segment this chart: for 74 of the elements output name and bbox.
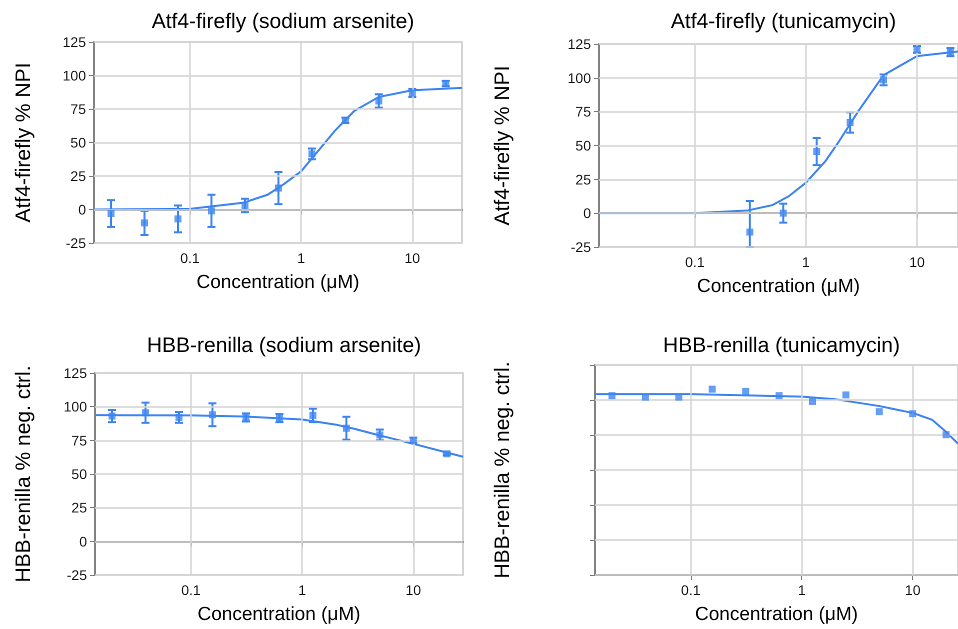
y-tick-label: -25 — [66, 567, 88, 583]
point — [174, 215, 182, 222]
point — [776, 392, 783, 400]
x-tick-label: 10 — [904, 582, 921, 598]
y-tick-label: 100 — [568, 70, 592, 86]
y-tick-label: -25 — [66, 235, 86, 251]
y-tick-label: 25 — [71, 500, 88, 516]
point — [746, 228, 754, 236]
x-axis-title: Concentration (μM) — [197, 604, 361, 625]
x-tick-label: 0.1 — [180, 250, 200, 266]
point — [175, 414, 182, 421]
y-tick-label: 100 — [64, 398, 88, 415]
chart-title: HBB-renilla (tunicamycin) — [663, 334, 900, 357]
point — [274, 184, 282, 192]
y-tick-label: 75 — [575, 104, 592, 120]
point — [608, 392, 616, 400]
x-tick-label: 10 — [404, 250, 420, 266]
y-tick-label: 0 — [583, 205, 592, 222]
chart-title: HBB-renilla (sodium arsenite) — [146, 334, 422, 357]
point — [809, 398, 816, 405]
y-axis-title: HBB-renilla % neg. ctrl. — [12, 365, 35, 583]
y-tick-label: -25 — [570, 239, 592, 255]
point — [880, 76, 888, 84]
y-axis-title: Atf4-firefly % NPI — [12, 62, 35, 222]
point — [208, 207, 215, 214]
point — [813, 148, 820, 156]
point — [308, 150, 316, 158]
point — [846, 118, 854, 126]
y-tick-label: 50 — [71, 466, 88, 482]
point — [909, 410, 916, 418]
y-tick-label: 125 — [568, 36, 592, 52]
y-tick-label: 50 — [70, 134, 86, 150]
y-tick-label: 75 — [71, 432, 88, 448]
y-tick-label: 125 — [64, 365, 88, 381]
x-tick-label: 1 — [798, 582, 806, 598]
x-axis-title: Concentration (μM) — [196, 272, 360, 293]
point — [876, 408, 883, 416]
point — [141, 219, 148, 226]
point — [376, 431, 384, 438]
point — [375, 97, 382, 104]
x-tick-label: 0.1 — [685, 254, 705, 270]
x-tick-label: 1 — [802, 254, 810, 270]
y-tick-label: 100 — [62, 68, 86, 84]
y-axis-title: HBB-renilla % neg. ctrl. — [491, 361, 514, 579]
x-tick-label: 10 — [406, 582, 422, 598]
y-tick-label: 0 — [79, 533, 88, 550]
chart-title: Atf4-firefly (sodium arsenite) — [152, 10, 414, 33]
point — [780, 210, 787, 217]
x-tick-label: 1 — [298, 582, 306, 598]
y-tick-label: 25 — [575, 171, 592, 188]
point — [742, 388, 750, 395]
x-tick-label: 0.1 — [681, 582, 701, 598]
x-tick-label: 10 — [909, 254, 925, 270]
point — [942, 431, 950, 438]
y-axis-title: Atf4-firefly % NPI — [491, 66, 514, 226]
point — [241, 202, 248, 209]
x-tick-label: 0.1 — [181, 582, 201, 598]
y-tick-label: 0 — [78, 202, 86, 218]
point — [108, 210, 115, 218]
point — [842, 391, 850, 398]
point — [208, 411, 216, 418]
point — [108, 412, 116, 420]
x-axis-title: Concentration (μM) — [694, 604, 858, 625]
point — [342, 424, 350, 432]
x-tick-label: 1 — [297, 250, 306, 266]
y-tick-label: 50 — [575, 138, 592, 154]
y-tick-label: 25 — [70, 168, 86, 184]
y-tick-label: 75 — [70, 101, 86, 117]
y-tick-label: 125 — [62, 34, 86, 50]
point — [309, 412, 316, 419]
point — [142, 409, 150, 416]
chart-title: Atf4-firefly (tunicamycin) — [670, 10, 896, 33]
point — [708, 386, 716, 393]
x-axis-title: Concentration (μM) — [696, 276, 860, 297]
